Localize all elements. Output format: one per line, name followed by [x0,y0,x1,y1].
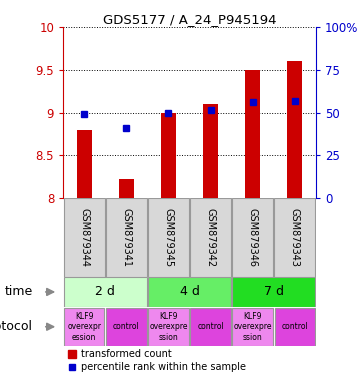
Text: KLF9
overexpre
ssion: KLF9 overexpre ssion [234,312,272,342]
Text: GSM879345: GSM879345 [164,208,174,267]
Text: GSM879346: GSM879346 [248,208,258,267]
Bar [190,308,231,346]
Text: KLF9
overexpre
ssion: KLF9 overexpre ssion [149,312,188,342]
Bar [64,308,104,346]
Bar [245,70,260,198]
Bar [161,113,176,198]
Text: 4 d: 4 d [179,285,200,298]
Text: GSM879342: GSM879342 [205,208,216,267]
Text: control: control [113,322,140,331]
Text: 2 d: 2 d [95,285,115,298]
Bar [119,179,134,198]
Bar [275,308,315,346]
Bar [148,277,231,306]
Bar [106,308,147,346]
Text: 7 d: 7 d [264,285,284,298]
Bar [148,198,189,277]
Bar [203,104,218,198]
Bar [64,198,105,277]
Text: time: time [5,285,33,298]
Bar [64,277,147,306]
Text: GSM879343: GSM879343 [290,208,300,267]
Bar [148,308,189,346]
Text: GSM879341: GSM879341 [121,208,131,267]
Bar [232,198,273,277]
Title: GDS5177 / A_24_P945194: GDS5177 / A_24_P945194 [103,13,276,26]
Bar [232,277,315,306]
Text: GSM879344: GSM879344 [79,208,89,267]
Legend: transformed count, percentile rank within the sample: transformed count, percentile rank withi… [68,349,246,372]
Bar [232,308,273,346]
Bar [274,198,316,277]
Text: KLF9
overexpr
ession: KLF9 overexpr ession [67,312,101,342]
Bar [106,198,147,277]
Bar [287,61,302,198]
Text: control: control [197,322,224,331]
Text: protocol: protocol [0,320,33,333]
Bar [190,198,231,277]
Text: control: control [282,322,308,331]
Bar [77,130,92,198]
